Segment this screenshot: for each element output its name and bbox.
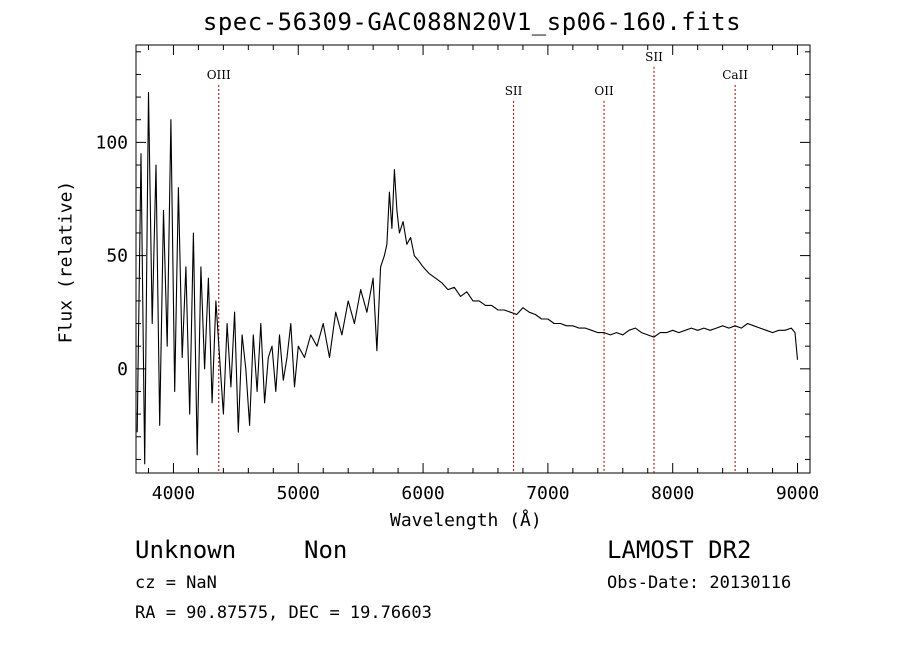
obs-date: Obs-Date: 20130116 [607,573,792,593]
line-marker-label: OII [594,84,614,98]
object-class: Unknown [135,536,237,564]
spectrum-line [136,92,799,465]
x-tick-label: 5000 [277,483,320,504]
object-subclass: Non [304,536,348,564]
x-tick-label: 9000 [776,483,819,504]
line-marker-label: SII [505,84,523,98]
x-tick-label: 6000 [401,483,444,504]
x-tick-label: 7000 [526,483,569,504]
coordinates-readout: RA = 90.87575, DEC = 19.76603 [135,603,432,623]
redshift-readout: cz = NaN [135,573,217,593]
x-axis-label: Wavelength (Å) [390,510,542,531]
y-tick-label: 50 [106,246,128,267]
y-axis-label: Flux (relative) [55,180,77,344]
x-tick-label: 8000 [651,483,694,504]
y-tick-label: 0 [117,359,128,380]
line-marker-label: CaII [722,68,748,82]
line-marker-label: SII [645,50,663,64]
y-tick-label: 100 [95,132,128,153]
line-marker-label: OIII [207,68,231,82]
x-tick-label: 4000 [152,483,195,504]
survey-name: LAMOST DR2 [607,536,752,564]
chart-title: spec-56309-GAC088N20V1_sp06-160.fits [202,8,742,36]
